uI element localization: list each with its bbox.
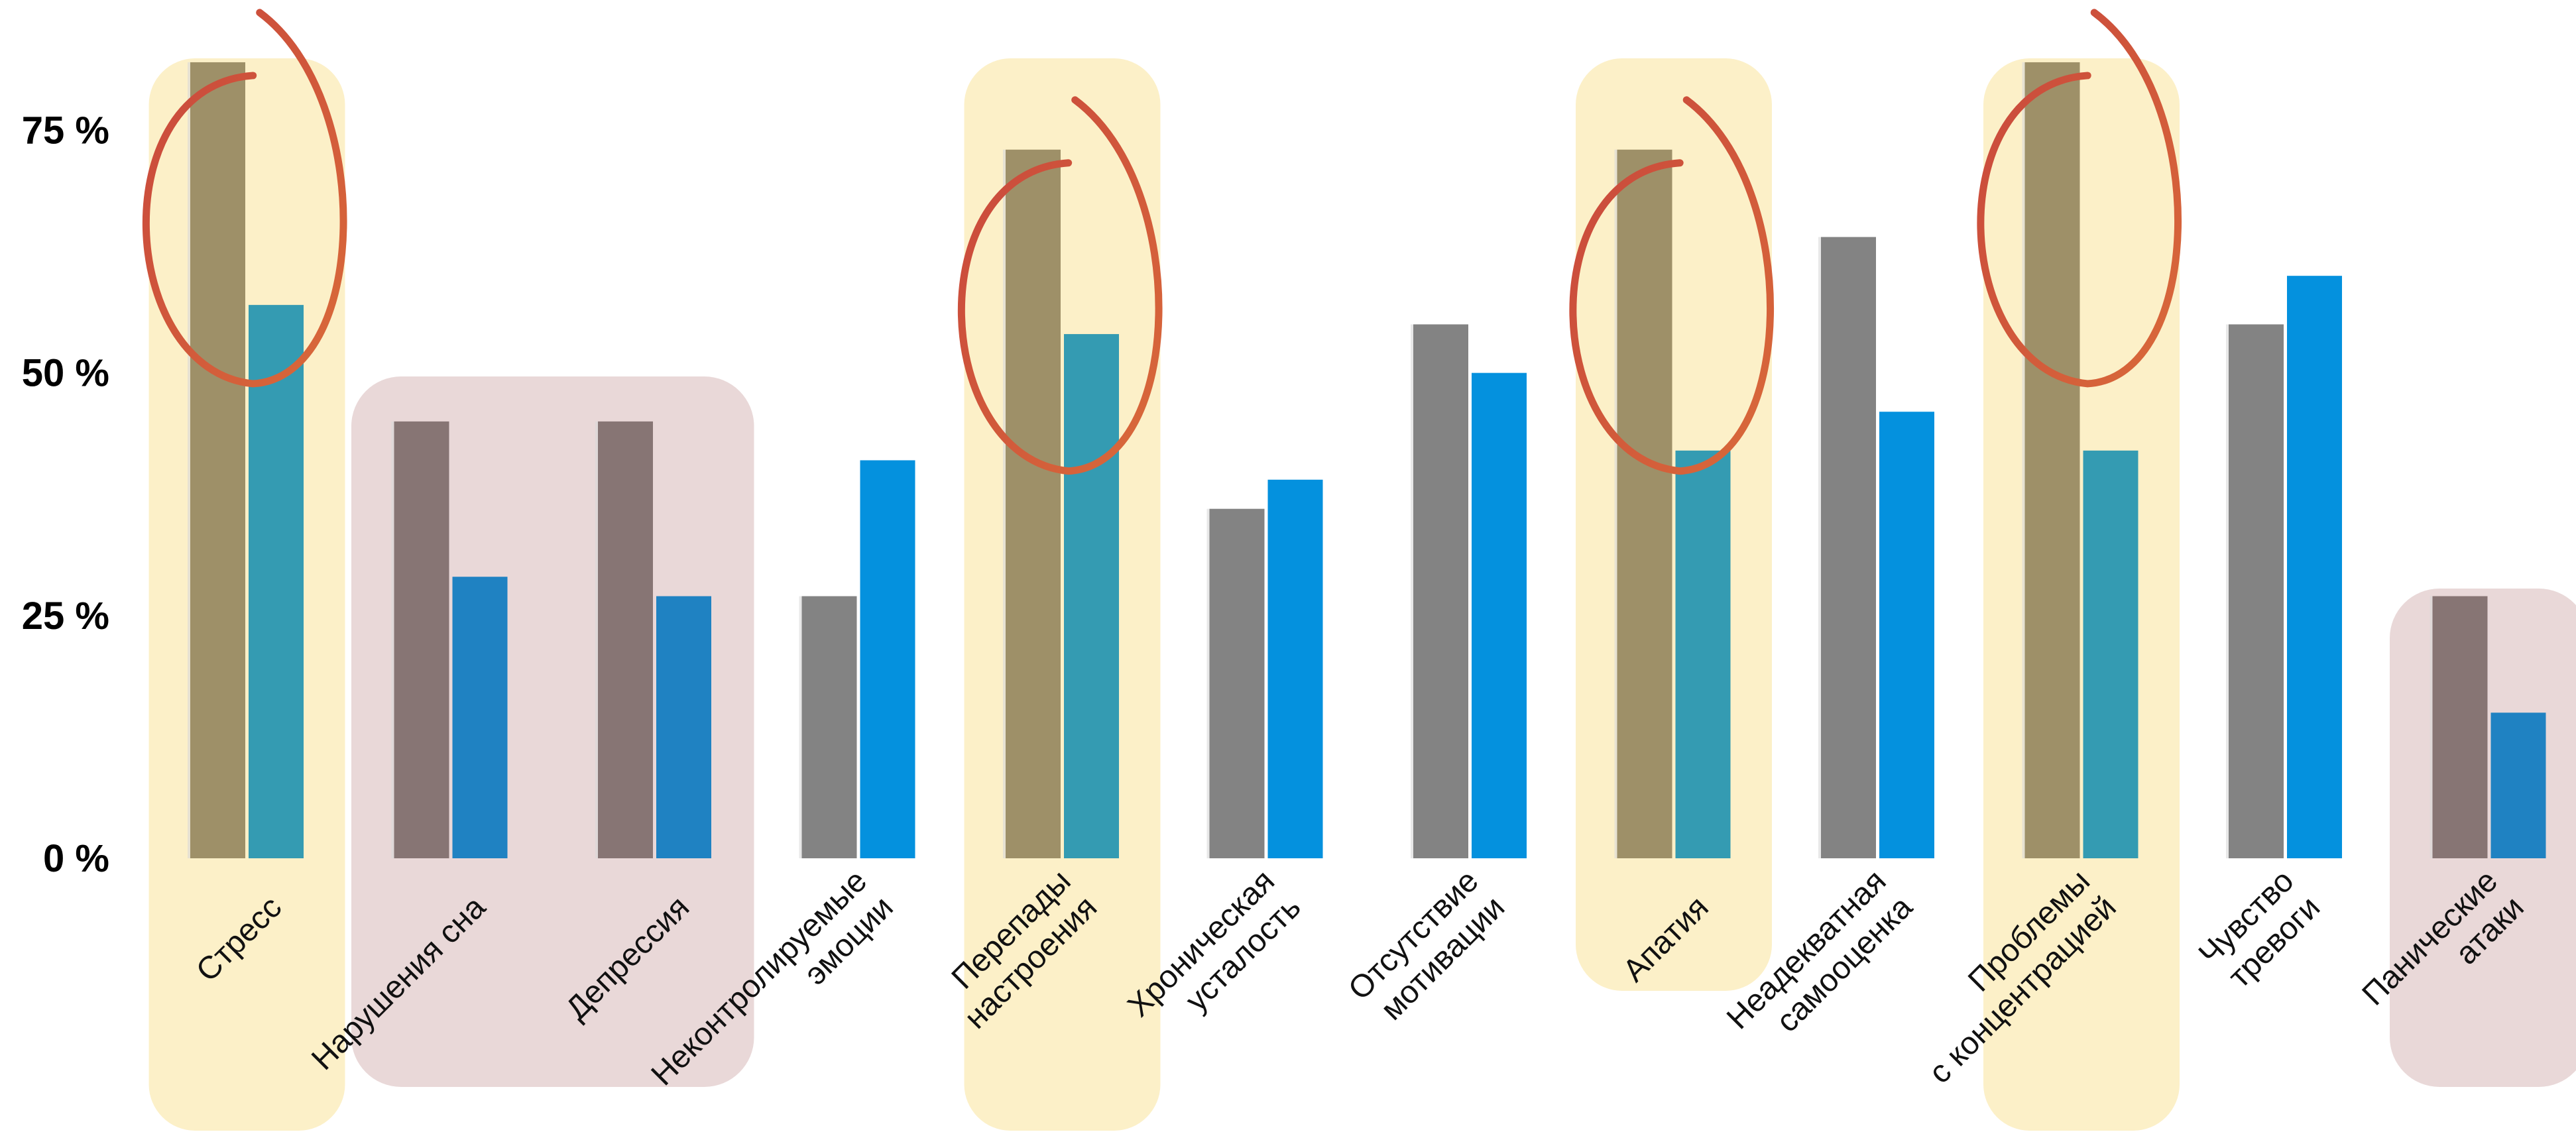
bar-shadow (1207, 509, 1210, 858)
bar-series1 (1210, 509, 1265, 858)
bar-series2 (1064, 334, 1119, 858)
bar-series2 (1879, 412, 1934, 858)
bar-series1 (394, 422, 449, 858)
bar-series2 (860, 460, 915, 858)
y-tick-label: 0 % (43, 837, 109, 880)
bar-series2 (1676, 451, 1731, 858)
bar-series1 (1006, 150, 1061, 858)
y-tick-label: 75 % (22, 109, 109, 152)
y-axis: 0 % 25 % 50 % 75 % (22, 109, 109, 880)
bar-series1 (1821, 237, 1876, 858)
bar-shadow (2022, 62, 2025, 858)
bar-shadow (2226, 324, 2229, 858)
bar-series1 (1413, 324, 1468, 858)
bar-shadow (1615, 150, 1617, 858)
bar-shadow (188, 62, 190, 858)
bar-series2 (1472, 373, 1527, 858)
bar-series2 (1268, 480, 1323, 858)
bar-series2 (656, 596, 711, 858)
bar-series2 (453, 577, 508, 858)
bar-series2 (2491, 712, 2546, 858)
bar-shadow (392, 422, 394, 858)
bar-series1 (802, 596, 857, 858)
bar-shadow (1411, 324, 1413, 858)
bar-series2 (2083, 451, 2138, 858)
highlight-yellow-0 (149, 58, 345, 1131)
bar-series2 (2287, 276, 2342, 858)
bar-shadow (1818, 237, 1821, 858)
bar-series1 (2025, 62, 2080, 858)
bar-shadow (799, 596, 802, 858)
bar-series2 (249, 305, 304, 858)
bar-series1 (2433, 596, 2488, 858)
bar-series1 (598, 422, 653, 858)
bar-series1 (190, 62, 245, 858)
y-tick-label: 25 % (22, 595, 109, 638)
bar-shadow (1003, 150, 1006, 858)
y-tick-label: 50 % (22, 352, 109, 395)
bar-shadow (595, 422, 598, 858)
bar-series1 (1617, 150, 1672, 858)
bar-shadow (2430, 596, 2433, 858)
bar-series1 (2229, 324, 2284, 858)
